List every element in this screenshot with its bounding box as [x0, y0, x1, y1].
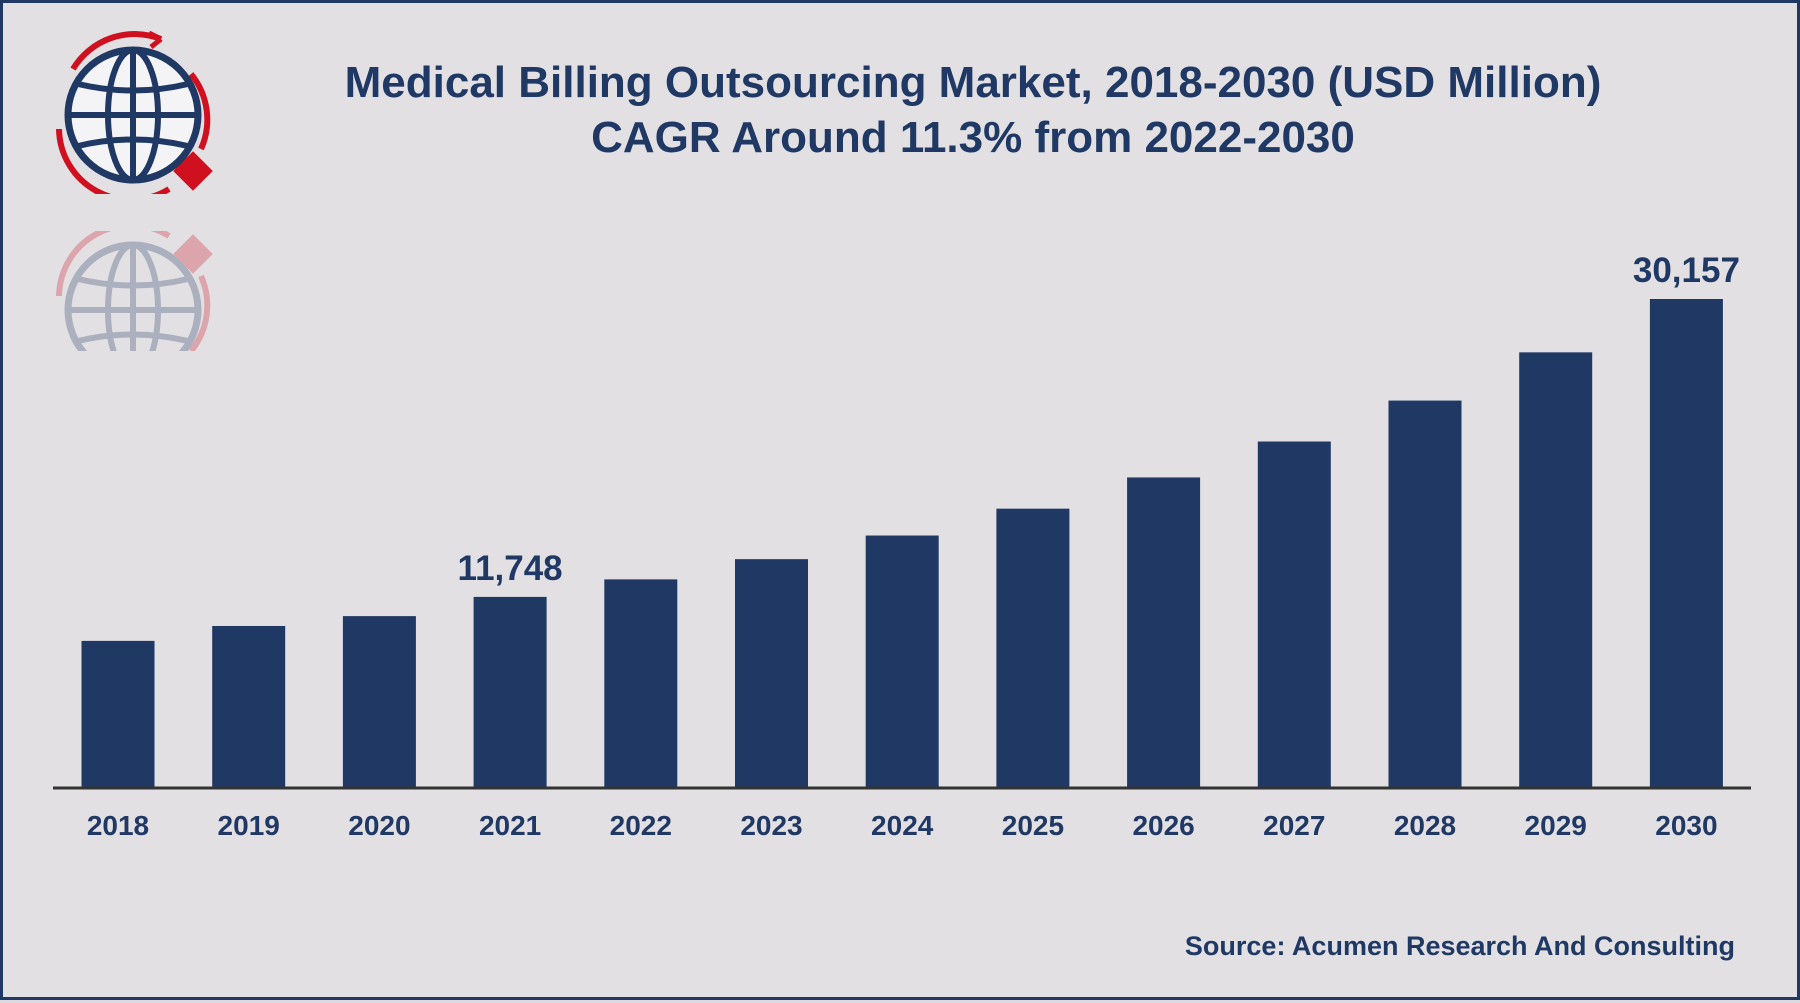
- source-note: Source: Acumen Research And Consulting: [1184, 931, 1735, 961]
- x-tick-label: 2027: [1263, 810, 1325, 841]
- x-tick-label: 2024: [871, 810, 934, 841]
- bar-2021: [473, 596, 547, 787]
- x-tick-label: 2018: [87, 810, 149, 841]
- x-tick-label: 2021: [479, 810, 541, 841]
- x-tick-label: 2029: [1525, 810, 1587, 841]
- bar-2020: [342, 616, 416, 787]
- bar-2018: [81, 640, 155, 787]
- bar-2024: [865, 535, 939, 787]
- bar-2027: [1257, 441, 1331, 787]
- globe-logo-reflection-icon: [51, 231, 226, 351]
- x-tick-label: 2019: [218, 810, 280, 841]
- x-tick-label: 2025: [1002, 810, 1064, 841]
- x-tick-label: 2026: [1132, 810, 1194, 841]
- bar-2019: [212, 625, 286, 787]
- chart-title: Medical Billing Outsourcing Market, 2018…: [344, 58, 1602, 107]
- bar-2022: [604, 579, 678, 787]
- x-tick-label: 2028: [1394, 810, 1456, 841]
- bar-2028: [1388, 400, 1462, 787]
- globe-logo-icon: [51, 29, 226, 203]
- bar-2026: [1127, 477, 1201, 787]
- bar-2030: [1649, 299, 1723, 787]
- bar-2025: [996, 508, 1070, 787]
- x-tick-label: 2023: [740, 810, 802, 841]
- x-tick-label: 2030: [1655, 810, 1717, 841]
- bar-2023: [735, 559, 808, 787]
- x-tick-label: 2022: [610, 810, 672, 841]
- data-label-2030: 30,157: [1633, 251, 1740, 290]
- chart-title-block: Medical Billing Outsourcing Market, 2018…: [223, 55, 1723, 165]
- bar-2029: [1519, 352, 1593, 787]
- chart-subtitle: CAGR Around 11.3% from 2022-2030: [591, 113, 1355, 162]
- bar-chart: 2018 2019 2020 2021 2022 2023 2024 2025 2026 2027…: [53, 251, 1751, 841]
- data-label-2021: 11,748: [458, 549, 563, 588]
- x-tick-label: 2020: [348, 810, 410, 841]
